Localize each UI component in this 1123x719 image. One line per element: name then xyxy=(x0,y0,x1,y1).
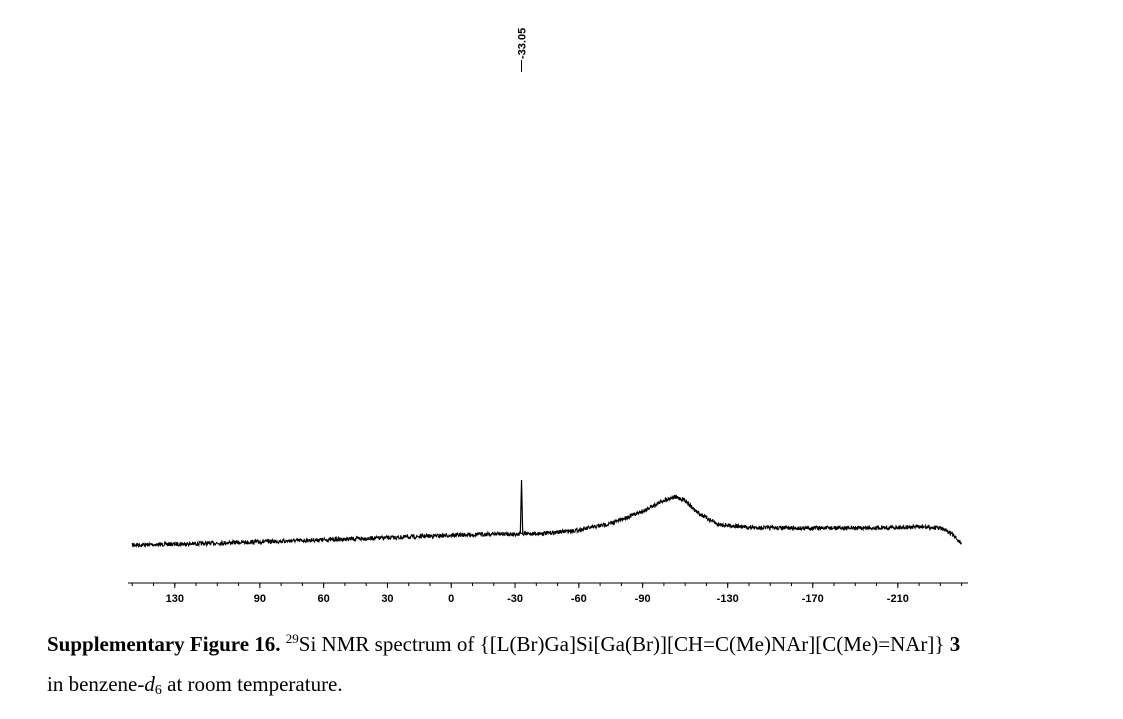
x-tick-label: -60 xyxy=(571,593,587,605)
caption-compound-number: 3 xyxy=(949,632,961,656)
x-tick-label: -30 xyxy=(507,593,523,605)
caption-figure-label: Supplementary Figure 16. xyxy=(47,632,281,656)
peak-label: -33.05 xyxy=(517,28,529,59)
figure-caption: Supplementary Figure 16. 29Si NMR spectr… xyxy=(47,624,1107,704)
caption-line2-post: at room temperature. xyxy=(161,672,343,696)
x-tick-label: -210 xyxy=(887,593,909,605)
x-tick-label: -170 xyxy=(802,593,824,605)
caption-text-main: Si NMR spectrum of {[L(Br)Ga]Si[Ga(Br)][… xyxy=(298,632,945,656)
x-tick-label: -130 xyxy=(717,593,739,605)
nmr-spectrum-chart: -33.05 130 90 60 30 0 -30 -60 -90 -130 -170 -210 xyxy=(128,28,968,605)
x-axis: 130 90 60 30 0 -30 -60 -90 -130 -170 -210 xyxy=(128,582,968,605)
spectrum-trace-line xyxy=(131,494,963,549)
x-tick-label: 90 xyxy=(254,593,266,605)
peak-labels: -33.05 xyxy=(517,28,529,72)
x-tick-label: -90 xyxy=(635,593,651,605)
x-tick-label: 30 xyxy=(381,593,393,605)
caption-line2-pre: in benzene- xyxy=(47,672,145,696)
caption-solvent-italic: d xyxy=(144,672,155,696)
x-tick-label: 60 xyxy=(318,593,330,605)
spectrum-trace xyxy=(131,479,963,549)
x-tick-label: 130 xyxy=(166,593,184,605)
caption-isotope-mass: 29 xyxy=(285,631,299,646)
peak-spike xyxy=(519,479,524,534)
x-tick-label: 0 xyxy=(448,593,454,605)
caption-solvent-sub: 6 xyxy=(154,683,162,698)
